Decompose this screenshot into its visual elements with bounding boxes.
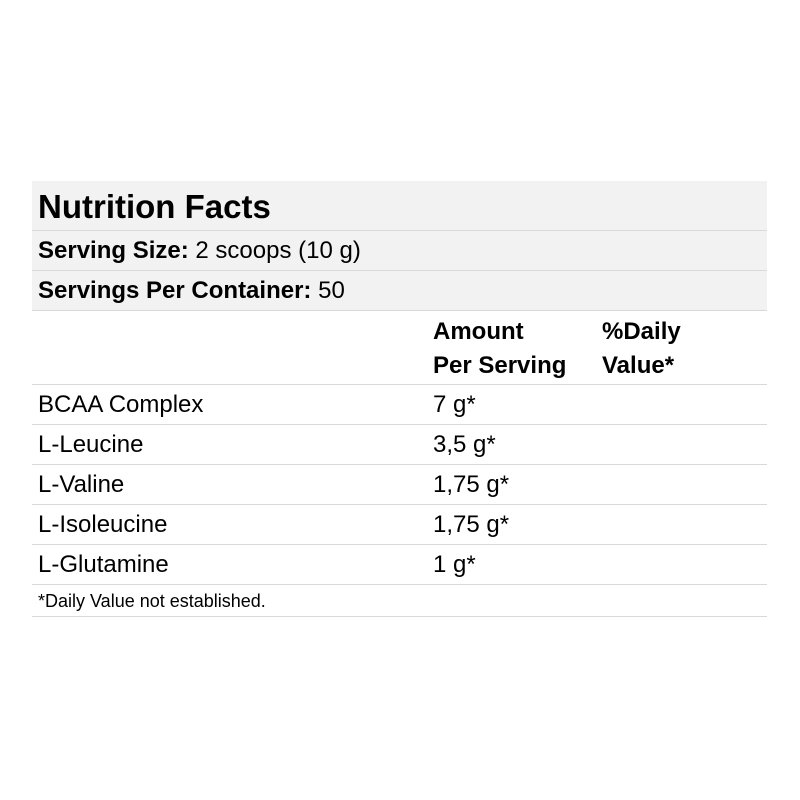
serving-size-value: 2 scoops (10 g) [195,237,361,264]
nutrient-amount: 1,75 g* [433,511,510,538]
nutrient-row: L-Glutamine 1 g* [32,545,767,585]
nutrient-name: L-Leucine [38,431,144,458]
serving-size-row: Serving Size: 2 scoops (10 g) [32,231,767,271]
dv-header-line1: %Daily [602,318,681,345]
nutrient-amount: 7 g* [433,391,476,418]
title-row: Nutrition Facts [32,181,767,231]
servings-per-container-value: 50 [318,277,345,304]
panel-title: Nutrition Facts [38,188,271,225]
nutrient-name: L-Glutamine [38,551,169,578]
footnote-row: *Daily Value not established. [32,585,767,617]
nutrient-amount: 3,5 g* [433,431,496,458]
nutrition-facts-panel: Nutrition Facts Serving Size: 2 scoops (… [32,181,767,617]
amount-per-serving-header: Amount Per Serving [433,315,566,383]
nutrient-name: L-Isoleucine [38,511,168,538]
nutrient-amount: 1 g* [433,551,476,578]
nutrient-amount: 1,75 g* [433,471,510,498]
servings-per-container-label: Servings Per Container: [38,277,312,304]
servings-per-container-row: Servings Per Container: 50 [32,271,767,311]
nutrient-row: L-Leucine 3,5 g* [32,425,767,465]
footnote: *Daily Value not established. [38,591,266,611]
amount-header-line2: Per Serving [433,352,567,379]
nutrient-row: L-Valine 1,75 g* [32,465,767,505]
nutrient-name: L-Valine [38,471,125,498]
nutrient-row: BCAA Complex 7 g* [32,385,767,425]
dv-header-line2: Value* [602,352,675,379]
daily-value-header: %Daily Value* [602,315,681,383]
amount-header-line1: Amount [433,318,524,345]
nutrient-name: BCAA Complex [38,391,204,418]
serving-size-label: Serving Size: [38,237,189,264]
column-header-row: Amount Per Serving %Daily Value* [32,311,767,385]
nutrient-row: L-Isoleucine 1,75 g* [32,505,767,545]
